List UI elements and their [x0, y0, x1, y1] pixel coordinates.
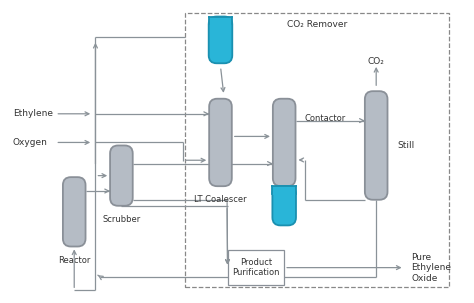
Text: Ethylene: Ethylene: [13, 109, 53, 118]
FancyBboxPatch shape: [209, 99, 232, 186]
FancyBboxPatch shape: [365, 91, 388, 200]
Bar: [209, 17, 232, 25]
Text: Oxygen: Oxygen: [13, 138, 48, 147]
Text: Pure
Ethylene
Oxide: Pure Ethylene Oxide: [411, 253, 452, 282]
FancyBboxPatch shape: [228, 250, 284, 285]
FancyBboxPatch shape: [273, 186, 296, 225]
Text: Contactor: Contactor: [305, 114, 346, 123]
Bar: [273, 186, 296, 195]
Text: Product
Purification: Product Purification: [232, 258, 280, 277]
Text: Scrubber: Scrubber: [102, 215, 140, 224]
FancyBboxPatch shape: [110, 145, 133, 206]
Text: CO₂: CO₂: [368, 57, 384, 65]
Text: Still: Still: [397, 141, 414, 150]
Text: Reactor: Reactor: [58, 255, 91, 265]
Text: CO₂ Remover: CO₂ Remover: [287, 20, 347, 29]
FancyBboxPatch shape: [63, 177, 85, 247]
Text: LT Coalescer: LT Coalescer: [194, 195, 247, 204]
Bar: [185, 13, 449, 287]
FancyBboxPatch shape: [209, 17, 232, 63]
FancyBboxPatch shape: [273, 99, 295, 186]
